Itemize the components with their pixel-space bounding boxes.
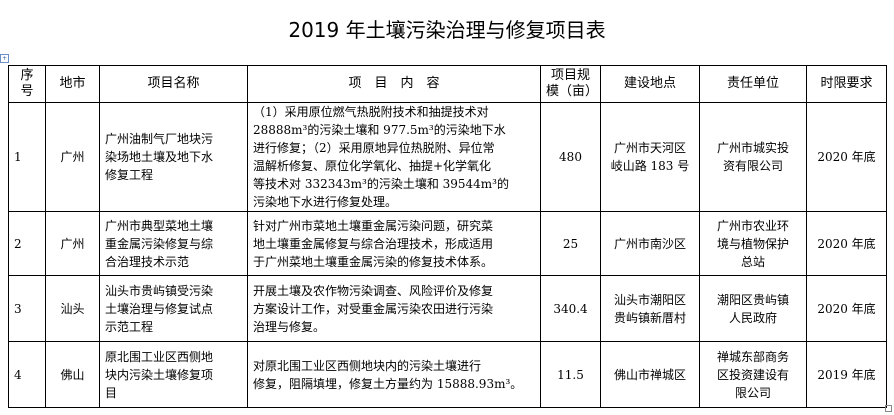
cell-city: 广州	[45, 211, 100, 276]
header-deadline: 时限要求	[806, 65, 887, 103]
table-row: 4 佛山 原北围工业区西侧地 块内污染土壤修复项 目 对原北围工业区西侧地块内的…	[8, 341, 887, 408]
cell-content: （1）采用原位燃气热脱附技术和抽提技术对 28888m³的污染土壤和 977.5…	[247, 102, 541, 212]
cell-location: 汕头市潮阳区 贵屿镇新厝村	[600, 275, 700, 342]
header-name: 项目名称	[99, 65, 248, 103]
table-row: 2 广州 广州市典型菜地土壤 重金属污染修复与综 合治理技术示范 针对广州市菜地…	[8, 211, 887, 276]
cell-no: 3	[8, 275, 46, 342]
cell-no: 1	[8, 102, 46, 212]
cell-scale: 340.4	[540, 275, 601, 342]
cell-location: 广州市天河区 岐山路 183 号	[600, 102, 700, 212]
header-city: 地市	[45, 65, 100, 103]
cell-deadline: 2019 年底	[806, 341, 887, 408]
header-location: 建设地点	[600, 65, 700, 103]
cell-content: 针对广州市菜地土壤重金属污染问题，研究菜 地土壤重金属修复与综合治理技术，形成适…	[247, 211, 541, 276]
header-unit: 责任单位	[699, 65, 807, 103]
cell-location: 佛山市禅城区	[600, 341, 700, 408]
cell-scale: 25	[540, 211, 601, 276]
cell-content: 对原北围工业区西侧地块内的污染土壤进行 修复，阻隔填埋，修复土方量约为 1588…	[247, 341, 541, 408]
project-table: 序 号 地市 项目名称 项 目 内 容 项目规 模（亩） 建设地点 责任单位 时…	[8, 65, 887, 408]
cell-unit: 广州市城实投 资有限公司	[699, 102, 807, 212]
cell-name: 广州油制气厂地块污 染场地土壤及地下水 修复工程	[99, 102, 248, 212]
page-title: 2019 年土壤污染治理与修复项目表	[288, 18, 606, 42]
table-row: 1 广州 广州油制气厂地块污 染场地土壤及地下水 修复工程 （1）采用原位燃气热…	[8, 102, 887, 212]
header-no: 序 号	[8, 65, 46, 103]
table-move-handle[interactable]: +	[0, 54, 9, 63]
cell-deadline: 2020 年底	[806, 275, 887, 342]
cell-unit: 潮阳区贵屿镇 人民政府	[699, 275, 807, 342]
cell-city: 广州	[45, 102, 100, 212]
cell-name: 广州市典型菜地土壤 重金属污染修复与综 合治理技术示范	[99, 211, 248, 276]
cell-city: 汕头	[45, 275, 100, 342]
cell-no: 2	[8, 211, 46, 276]
table-row: 3 汕头 汕头市贵屿镇受污染 土壤治理与修复试点 示范工程 开展土壤及农作物污染…	[8, 275, 887, 342]
cell-deadline: 2020 年底	[806, 102, 887, 212]
cell-no: 4	[8, 341, 46, 408]
cell-name: 原北围工业区西侧地 块内污染土壤修复项 目	[99, 341, 248, 408]
header-content: 项 目 内 容	[247, 65, 541, 103]
cell-unit: 广州市农业环 境与植物保护 总站	[699, 211, 807, 276]
cell-location: 广州市南沙区	[600, 211, 700, 276]
cell-scale: 480	[540, 102, 601, 212]
cell-city: 佛山	[45, 341, 100, 408]
cell-unit: 禅城东部商务 区投资建设有 限公司	[699, 341, 807, 408]
cell-scale: 11.5	[540, 341, 601, 408]
cell-content: 开展土壤及农作物污染调查、风险评价及修复 方案设计工作，对受重金属污染农田进行污…	[247, 275, 541, 342]
header-row: 序 号 地市 项目名称 项 目 内 容 项目规 模（亩） 建设地点 责任单位 时…	[8, 65, 887, 103]
header-scale: 项目规 模（亩）	[540, 65, 601, 103]
cell-name: 汕头市贵屿镇受污染 土壤治理与修复试点 示范工程	[99, 275, 248, 342]
cell-deadline: 2020 年底	[806, 211, 887, 276]
table-resize-handle[interactable]	[885, 405, 892, 412]
